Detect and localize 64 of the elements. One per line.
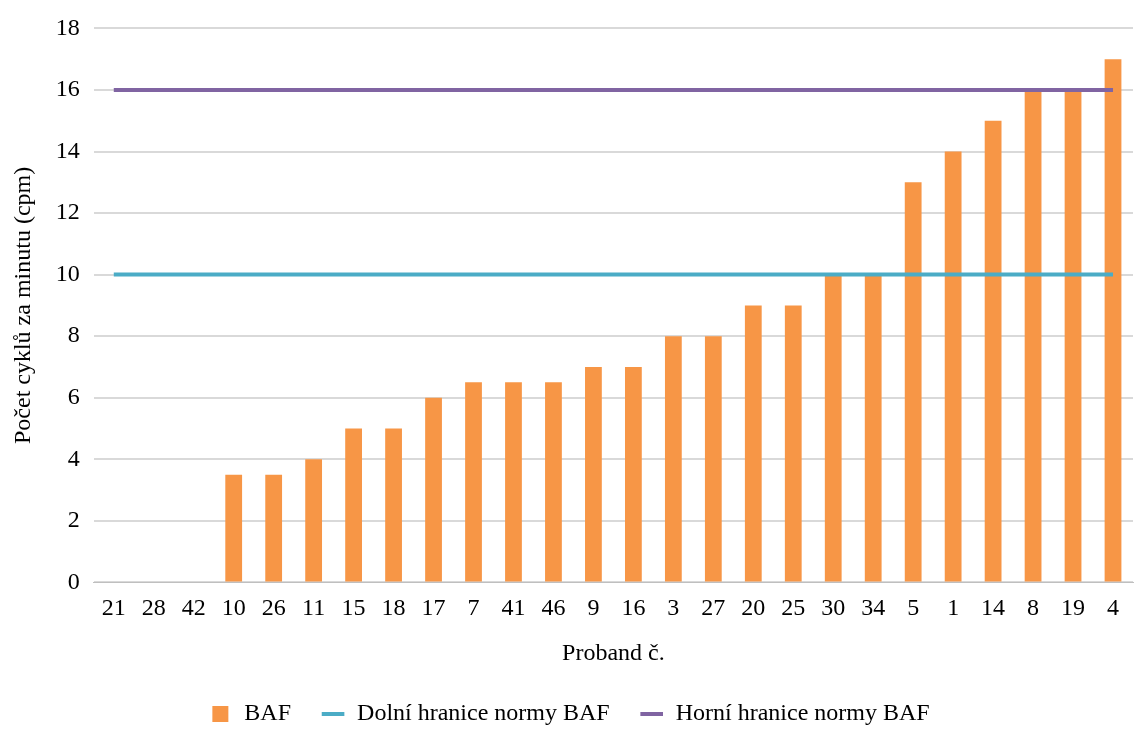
- bar: [505, 382, 522, 582]
- y-tick-label: 18: [55, 13, 80, 40]
- bar: [1104, 59, 1122, 582]
- bar: [545, 382, 562, 582]
- legend-label: BAF: [244, 699, 292, 726]
- bar: [1064, 89, 1082, 582]
- x-tick-label: 41: [501, 594, 526, 621]
- x-tick-label: 30: [821, 594, 846, 621]
- bar: [784, 305, 802, 582]
- bar: [984, 120, 1002, 582]
- x-tick-label: 18: [381, 594, 406, 621]
- x-tick-label: 46: [541, 594, 566, 621]
- x-tick-label: 42: [181, 594, 206, 621]
- bar: [1024, 89, 1042, 582]
- bar: [305, 459, 323, 582]
- x-tick-label: 20: [741, 594, 766, 621]
- x-tick-label: 16: [621, 594, 646, 621]
- y-tick-label: 10: [55, 259, 80, 286]
- legend-label: Dolní hranice normy BAF: [357, 699, 610, 726]
- x-tick-label: 19: [1061, 594, 1086, 621]
- x-tick-label: 28: [141, 594, 166, 621]
- x-tick-label: 17: [421, 594, 446, 621]
- bar: [864, 274, 882, 582]
- bar: [225, 474, 243, 582]
- bar: [585, 366, 602, 582]
- bar: [744, 305, 762, 582]
- x-tick-label: 7: [467, 594, 480, 621]
- y-tick-label: 14: [55, 136, 80, 163]
- x-tick-label: 3: [667, 594, 680, 621]
- legend-label: Horní hranice normy BAF: [675, 699, 930, 726]
- y-tick-label: 0: [67, 567, 80, 594]
- y-axis-title: Počet cyklů za minutu (cpm): [8, 166, 35, 445]
- x-tick-label: 5: [907, 594, 920, 621]
- x-tick-label: 26: [261, 594, 286, 621]
- y-tick-label: 8: [67, 321, 80, 348]
- x-tick-label: 11: [302, 594, 326, 621]
- bar: [944, 151, 962, 582]
- bar: [624, 366, 642, 582]
- x-tick-label: 10: [221, 594, 246, 621]
- x-tick-label: 25: [781, 594, 806, 621]
- bar: [265, 474, 283, 582]
- x-tick-label: 15: [341, 594, 366, 621]
- bar: [345, 428, 362, 582]
- bar: [385, 428, 402, 582]
- x-tick-label: 27: [701, 594, 726, 621]
- bar: [904, 182, 922, 582]
- x-tick-label: 1: [947, 594, 960, 621]
- bar: [824, 274, 842, 582]
- x-axis-title: Proband č.: [562, 638, 665, 665]
- x-tick-label: 21: [101, 594, 126, 621]
- y-tick-label: 12: [55, 198, 80, 225]
- y-tick-label: 2: [67, 506, 80, 533]
- bar: [664, 336, 682, 582]
- x-tick-label: 34: [861, 594, 886, 621]
- y-tick-label: 4: [67, 444, 80, 471]
- bar: [465, 382, 482, 582]
- bar: [425, 397, 442, 582]
- bar: [704, 336, 722, 582]
- x-tick-label: 4: [1107, 594, 1120, 621]
- y-tick-label: 6: [67, 383, 80, 410]
- x-tick-label: 9: [587, 594, 600, 621]
- x-tick-label: 14: [981, 594, 1006, 621]
- y-tick-label: 16: [55, 75, 80, 102]
- x-tick-label: 8: [1027, 594, 1040, 621]
